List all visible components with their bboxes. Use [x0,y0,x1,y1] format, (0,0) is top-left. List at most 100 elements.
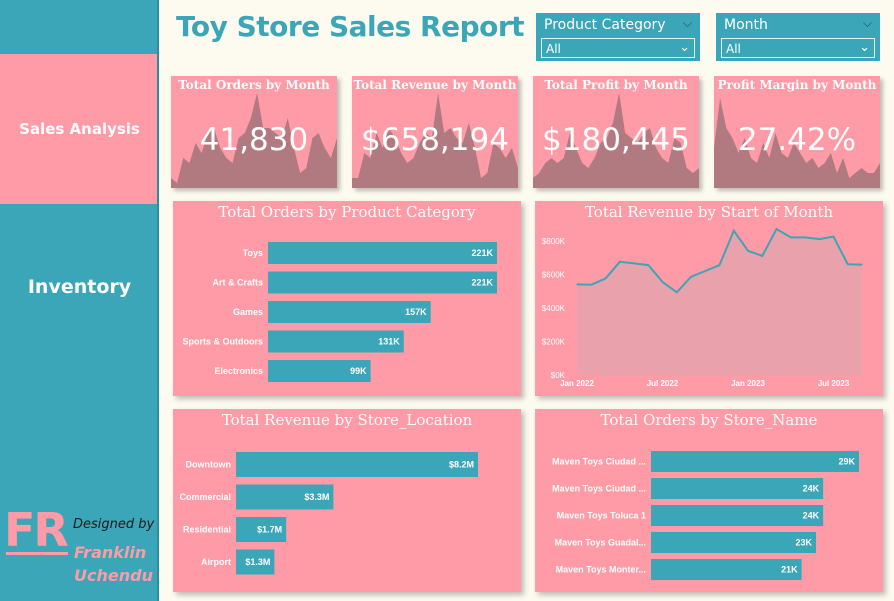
kpi-value: $658,194 [361,122,509,158]
nav-sales-analysis-label: Sales Analysis [19,120,140,138]
bar [651,505,824,526]
bar [236,484,334,510]
chevron-down-icon[interactable]: ⌄ [679,39,690,54]
data-label: 23K [795,538,812,548]
kpi-title: Total Profit by Month [544,78,688,92]
slicer-label: Product Category [544,17,666,33]
sparkline [533,93,699,188]
bar-chart: Toys 221K Art & Crafts 221K Games 157K Sports … [183,242,497,382]
category-label: Maven Toys Ciudad ... [552,484,646,494]
chevron-down-icon[interactable]: ⌄ [859,39,870,54]
chart-title: Total Revenue by Store_Location [221,411,473,429]
sidebar-header [0,0,159,54]
designer-first-name: Franklin [74,543,147,562]
product-category-dropdown[interactable]: All ⌄ [541,38,695,58]
designed-by-text: Designed by [73,517,155,532]
kpi-card-profit-margin[interactable]: Profit Margin by Month 27.42% [714,76,880,188]
sparkline-area [171,93,337,188]
chevron-down-icon[interactable]: ⌵ [862,16,872,30]
data-label: $3.3M [304,492,329,502]
data-label: 24K [803,511,820,521]
y-tick-label: $0K [551,371,566,380]
category-label: Downtown [186,460,232,470]
category-label: Sports & Outdoors [183,337,264,347]
dropdown-value: All [726,42,741,56]
orders-by-store-chart[interactable]: Total Orders by Store_Name Maven Toys Ci… [535,409,883,592]
product-category-slicer[interactable]: Product Category ⌵ All ⌄ [536,13,700,61]
slicer-label: Month [724,17,768,33]
category-label: Games [233,307,263,317]
y-tick-label: $600K [542,270,566,279]
bar [268,242,497,264]
sparkline-area [352,93,518,188]
data-label: 24K [803,484,820,494]
category-label: Art & Crafts [212,278,263,288]
sparkline-area [714,98,880,188]
nav-inventory-label: Inventory [27,276,132,298]
designer-name: Franklin Uchendu [74,541,153,587]
data-point [647,264,649,266]
nav-inventory[interactable]: Inventory [0,270,159,304]
data-point [804,236,806,239]
data-label: 221K [471,248,493,258]
page-title: Toy Store Sales Report [176,10,525,43]
chart-title: Total Revenue by Start of Month [584,203,834,221]
category-label: Residential [183,525,231,535]
data-label: 21K [781,565,798,575]
data-point [704,270,706,272]
bar [236,452,478,477]
data-point [832,235,835,238]
orders-by-category-chart[interactable]: Total Orders by Product Category Toys 221… [173,201,521,396]
category-label: Airport [201,557,231,567]
data-point [690,276,692,278]
data-label: $8.2M [449,460,474,470]
month-dropdown[interactable]: All ⌄ [721,38,875,58]
sparkline-area [533,93,699,188]
kpi-card-total-orders[interactable]: Total Orders by Month 41,830 [171,76,337,188]
data-point [861,264,863,266]
data-point [733,230,735,232]
data-label: 157K [405,307,427,317]
bar [236,517,287,542]
nav-sales-analysis[interactable]: Sales Analysis [0,54,159,204]
kpi-value: 41,830 [199,122,309,158]
category-label: Commercial [179,492,231,502]
bar [236,549,275,575]
data-point [590,284,592,286]
x-tick-label: Jan 2023 [731,379,765,388]
data-label: $1.3M [245,557,270,567]
revenue-by-month-chart[interactable]: Total Revenue by Start of Month $0K $200K… [535,201,883,396]
designer-logo: FR [4,503,69,557]
y-tick-label: $400K [542,304,566,313]
y-tick-label: $200K [542,337,566,346]
bar [268,301,431,323]
data-point [747,250,749,252]
logo-underline [6,552,68,555]
kpi-title: Total Orders by Month [178,78,330,92]
data-point [633,262,635,265]
area-chart: $0K $200K $400K $600K $800K Jan 2022 Jul 2022 J… [542,227,863,388]
data-point [661,281,664,283]
data-label: 131K [378,337,400,347]
designer-last-name: Uchendu [74,566,153,585]
bar [651,532,816,553]
data-point [847,263,849,265]
sparkline [171,93,337,188]
kpi-card-total-profit[interactable]: Total Profit by Month $180,445 [533,76,699,188]
chart-title: Total Orders by Product Category [218,203,476,221]
area-fill [577,229,862,375]
category-label: Electronics [214,366,263,376]
data-point [576,283,578,285]
month-slicer[interactable]: Month ⌵ All ⌄ [716,13,880,61]
data-point [818,238,820,240]
kpi-title: Total Revenue by Month [353,78,517,92]
category-label: Maven Toys Toluca 1 [557,511,646,521]
revenue-by-location-chart[interactable]: Total Revenue by Store_Location Downtown… [173,409,521,592]
data-point [619,261,621,263]
kpi-value: $180,445 [542,122,690,158]
kpi-card-total-revenue[interactable]: Total Revenue by Month $658,194 [352,76,518,188]
bar [651,451,859,472]
chevron-down-icon[interactable]: ⌵ [682,16,692,30]
x-tick-label: Jan 2022 [560,379,594,388]
